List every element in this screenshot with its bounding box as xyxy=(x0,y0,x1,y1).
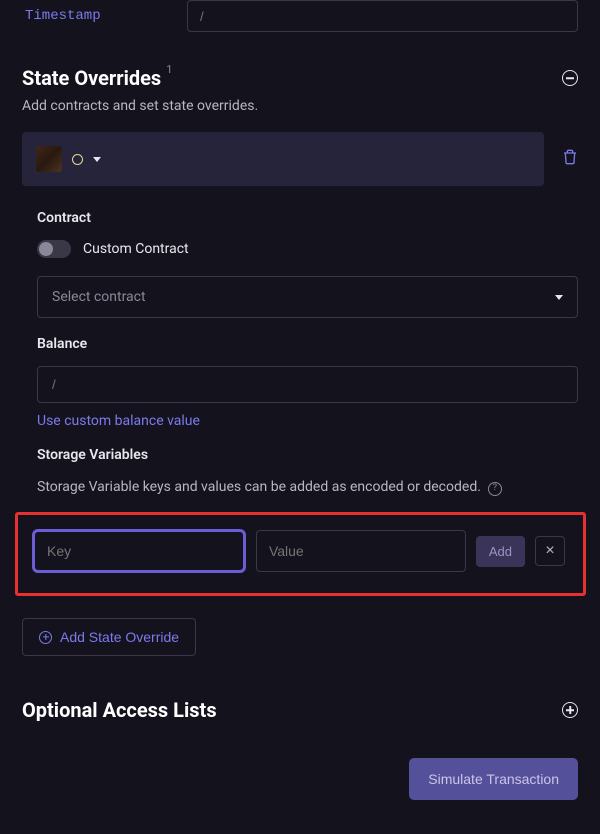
balance-label: Balance xyxy=(37,336,578,352)
timestamp-input[interactable] xyxy=(187,0,578,32)
access-lists-title: Optional Access Lists xyxy=(22,698,217,722)
storage-kv-row: Add × xyxy=(15,512,586,596)
state-overrides-desc: Add contracts and set state overrides. xyxy=(22,98,578,114)
storage-remove-button[interactable]: × xyxy=(535,536,565,566)
storage-add-button[interactable]: Add xyxy=(476,536,525,567)
collapse-icon[interactable] xyxy=(562,70,578,86)
balance-input[interactable] xyxy=(37,366,578,403)
chevron-down-icon xyxy=(93,157,101,162)
delete-override-icon[interactable] xyxy=(562,149,578,169)
custom-balance-link[interactable]: Use custom balance value xyxy=(37,413,578,429)
state-overrides-title: State Overrides 1 xyxy=(22,66,172,90)
custom-contract-toggle-label: Custom Contract xyxy=(83,241,189,257)
storage-variables-desc: Storage Variable keys and values can be … xyxy=(37,477,578,498)
custom-contract-toggle[interactable] xyxy=(37,240,71,258)
add-state-override-button[interactable]: Add State Override xyxy=(22,618,196,656)
contract-avatar xyxy=(36,146,62,172)
timestamp-label: Timestamp xyxy=(22,8,187,24)
simulate-transaction-button[interactable]: Simulate Transaction xyxy=(409,758,578,800)
expand-icon[interactable] xyxy=(562,702,578,718)
help-icon[interactable]: ? xyxy=(488,482,502,496)
state-overrides-count: 1 xyxy=(166,63,172,76)
override-contract-selector[interactable] xyxy=(22,132,544,186)
contract-label: Contract xyxy=(37,210,578,226)
contract-select[interactable]: Select contract xyxy=(37,276,578,318)
storage-value-input[interactable] xyxy=(256,530,466,572)
status-icon xyxy=(72,154,83,165)
chevron-down-icon xyxy=(555,295,563,300)
plus-icon xyxy=(39,631,52,644)
storage-variables-label: Storage Variables xyxy=(37,447,578,463)
storage-key-input[interactable] xyxy=(32,529,246,573)
